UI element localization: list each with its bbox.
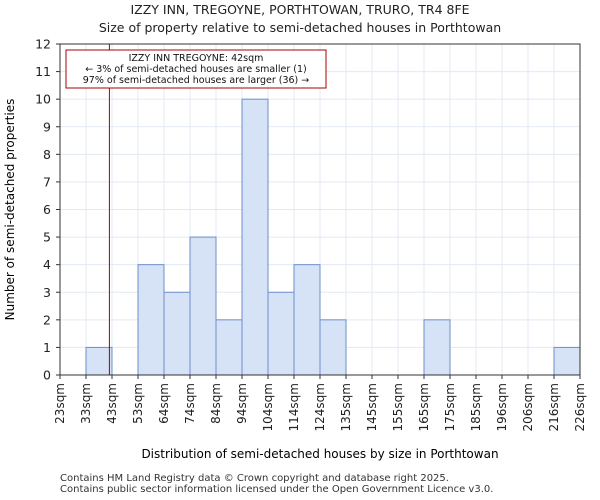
annotation-line-3: 97% of semi-detached houses are larger (… [83,75,310,86]
x-tick-label: 23sqm [53,383,67,424]
footer-line-2: Contains public sector information licen… [60,484,494,495]
marker-annotation: IZZY INN TREGOYNE: 42sqm ← 3% of semi-de… [65,49,327,89]
annotation-box [65,49,327,89]
x-tick-label: 84sqm [209,383,223,424]
x-tick-label: 216sqm [547,383,561,431]
y-tick-label: 9 [43,119,51,134]
y-tick-label: 3 [43,285,51,300]
plot-frame [59,43,581,376]
x-tick-label: 114sqm [287,383,301,431]
x-tick-label: 145sqm [365,383,379,431]
bar [85,346,113,376]
y-axis-label: Number of semi-detached properties [3,99,17,321]
y-tick-label: 4 [43,257,51,272]
bar [553,346,581,376]
x-tick-label: 53sqm [131,383,145,424]
chart-title: IZZY INN, TREGOYNE, PORTHTOWAN, TRURO, T… [130,2,470,17]
x-axis-label: Distribution of semi-detached houses by … [141,447,498,461]
annotation-line-2: ← 3% of semi-detached houses are smaller… [85,64,306,75]
bar [163,291,191,376]
x-tick-label: 104sqm [261,383,275,431]
x-tick-label: 226sqm [573,383,587,431]
y-tick-label: 1 [43,340,51,355]
x-tick-label: 74sqm [183,383,197,424]
y-tick-label: 2 [43,312,51,327]
footer-line-1: Contains HM Land Registry data © Crown c… [60,473,449,484]
axes-frame [59,43,581,376]
x-tick-label: 175sqm [443,383,457,431]
x-tick-label: 64sqm [157,383,171,424]
x-tick-label: 165sqm [417,383,431,431]
bar [137,264,165,376]
bar [189,236,217,376]
bar [267,291,295,376]
y-tick-label: 0 [43,368,51,383]
y-tick-label: 7 [43,174,51,189]
bar [241,98,269,376]
y-tick-label: 12 [35,37,51,52]
y-tick-label: 11 [35,64,51,79]
bar [423,319,451,376]
x-axis-ticks: 23sqm 33sqm 43sqm 53sqm 64sqm 74sqm 84sqm 94sqm… [53,375,587,431]
y-tick-label: 6 [43,202,51,217]
y-tick-label: 8 [43,147,51,162]
y-tick-label: 10 [35,92,51,107]
x-tick-label: 124sqm [313,383,327,431]
bar [215,319,243,376]
x-tick-label: 135sqm [339,383,353,431]
x-tick-label: 196sqm [495,383,509,431]
x-tick-label: 94sqm [235,383,249,424]
x-tick-label: 155sqm [391,383,405,431]
y-tick-label: 5 [43,230,51,245]
bars [85,98,581,376]
chart-subtitle: Size of property relative to semi-detach… [98,20,502,35]
x-tick-label: 185sqm [469,383,483,431]
annotation-line-1: IZZY INN TREGOYNE: 42sqm [129,53,264,64]
bar [293,264,321,376]
x-tick-label: 33sqm [79,383,93,424]
bar [319,319,347,376]
x-tick-label: 43sqm [105,383,119,424]
x-tick-label: 206sqm [521,383,535,431]
